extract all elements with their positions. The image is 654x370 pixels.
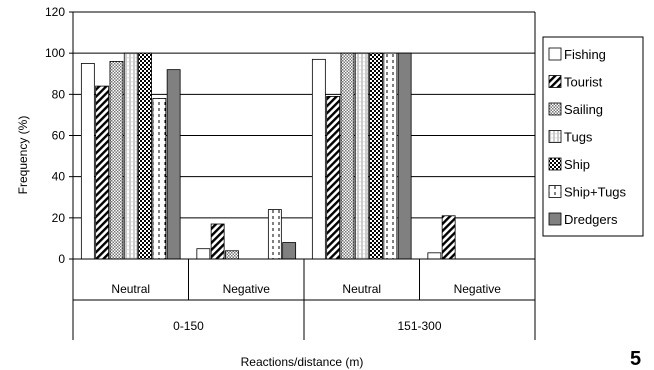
y-tick-labels: 0 20 40 60 80 100 120: [45, 5, 65, 266]
bar-fishing-3: [427, 252, 442, 260]
legend-swatch-ship-tugs: [548, 185, 562, 198]
bar-fishing-0: [80, 63, 95, 260]
bar-tourist-0: [95, 85, 110, 260]
bar-sailing-1: [225, 250, 239, 260]
x-category-label-0: Neutral: [111, 282, 150, 296]
y-tick-label-20: 20: [52, 211, 66, 225]
bar-tugs-0: [123, 52, 138, 260]
legend-label-fishing: Fishing: [564, 47, 606, 62]
legend-label-sailing: Sailing: [564, 102, 603, 117]
bar-tourist-1: [210, 223, 225, 260]
bar-sailing-0: [109, 61, 124, 260]
legend: Fishing Tourist Sailing Tugs Ship Ship+Tugs Dr…: [542, 36, 644, 237]
legend-swatch-tugs: [548, 130, 562, 143]
y-tick-label-120: 120: [45, 5, 65, 19]
legend-swatch-sailing: [548, 102, 562, 116]
bar-sailing-2: [340, 52, 355, 260]
y-tick-label-100: 100: [45, 46, 65, 60]
bar-ship-0: [138, 52, 152, 260]
legend-label-dredgers: Dredgers: [564, 212, 618, 227]
legend-swatch-fishing: [548, 47, 562, 61]
legend-label-ship: Ship: [564, 157, 590, 172]
bar-ship-tugs-1: [267, 209, 282, 260]
y-tick-label-80: 80: [52, 87, 66, 101]
bar-tourist-2: [326, 95, 341, 260]
bar-ship-2: [369, 52, 383, 260]
bar-dredgers-0: [166, 69, 181, 260]
bar-fishing-2: [311, 58, 326, 260]
x-category-label-1: Negative: [223, 282, 271, 296]
legend-swatch-ship: [548, 157, 562, 171]
bar-ship-tugs-2: [383, 52, 398, 260]
bar-dredgers-1: [282, 242, 297, 260]
axes: [69, 11, 536, 340]
bar-tugs-2: [354, 52, 369, 260]
legend-label-ship-tugs: Ship+Tugs: [564, 185, 627, 200]
legend-label-tourist: Tourist: [564, 75, 603, 90]
corner-label: 5: [630, 348, 641, 370]
legend-swatch-tourist: [548, 75, 562, 88]
x-category-label-3: Negative: [454, 282, 502, 296]
x-category-label-2: Neutral: [342, 282, 381, 296]
x-group-label-1: 151-300: [397, 319, 441, 333]
y-tick-label-60: 60: [52, 129, 66, 143]
legend-label-tugs: Tugs: [564, 130, 593, 145]
y-tick-label-40: 40: [52, 170, 66, 184]
x-axis-label: Reactions/distance (m): [241, 355, 364, 369]
x-group-label-0: 0-150: [173, 319, 204, 333]
bar-fishing-1: [196, 248, 211, 260]
bars: [80, 52, 456, 260]
bar-ship-tugs-0: [152, 98, 167, 260]
x-category-labels: Neutral Negative Neutral Negative 0-150 151-3…: [111, 282, 501, 333]
bar-tourist-3: [441, 215, 456, 260]
bar-dredgers-2: [397, 52, 412, 260]
legend-swatch-dredgers: [548, 212, 562, 226]
y-axis-label: Frequency (%): [16, 116, 30, 195]
y-tick-label-0: 0: [58, 252, 65, 266]
